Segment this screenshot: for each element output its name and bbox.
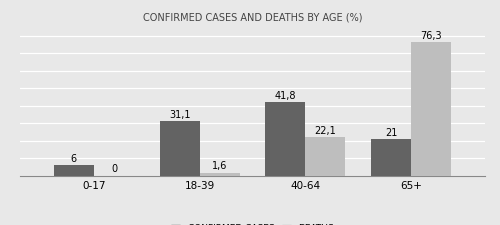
Text: 0: 0 bbox=[111, 164, 117, 174]
Text: 1,6: 1,6 bbox=[212, 162, 228, 171]
Bar bbox=[411, 42, 451, 176]
Bar bbox=[265, 102, 306, 176]
Text: 6: 6 bbox=[71, 154, 77, 164]
Bar bbox=[54, 165, 94, 176]
Bar bbox=[306, 137, 346, 176]
Title: CONFIRMED CASES AND DEATHS BY AGE (%): CONFIRMED CASES AND DEATHS BY AGE (%) bbox=[143, 12, 362, 22]
Legend: CONFIRMED CASES, DEATHS: CONFIRMED CASES, DEATHS bbox=[172, 224, 334, 225]
Text: 31,1: 31,1 bbox=[169, 110, 190, 120]
Bar bbox=[160, 121, 200, 176]
Text: 76,3: 76,3 bbox=[420, 31, 442, 41]
Bar bbox=[200, 173, 240, 176]
Text: 21: 21 bbox=[385, 128, 397, 138]
Text: 22,1: 22,1 bbox=[314, 126, 336, 136]
Text: 41,8: 41,8 bbox=[274, 91, 296, 101]
Bar bbox=[371, 139, 411, 176]
